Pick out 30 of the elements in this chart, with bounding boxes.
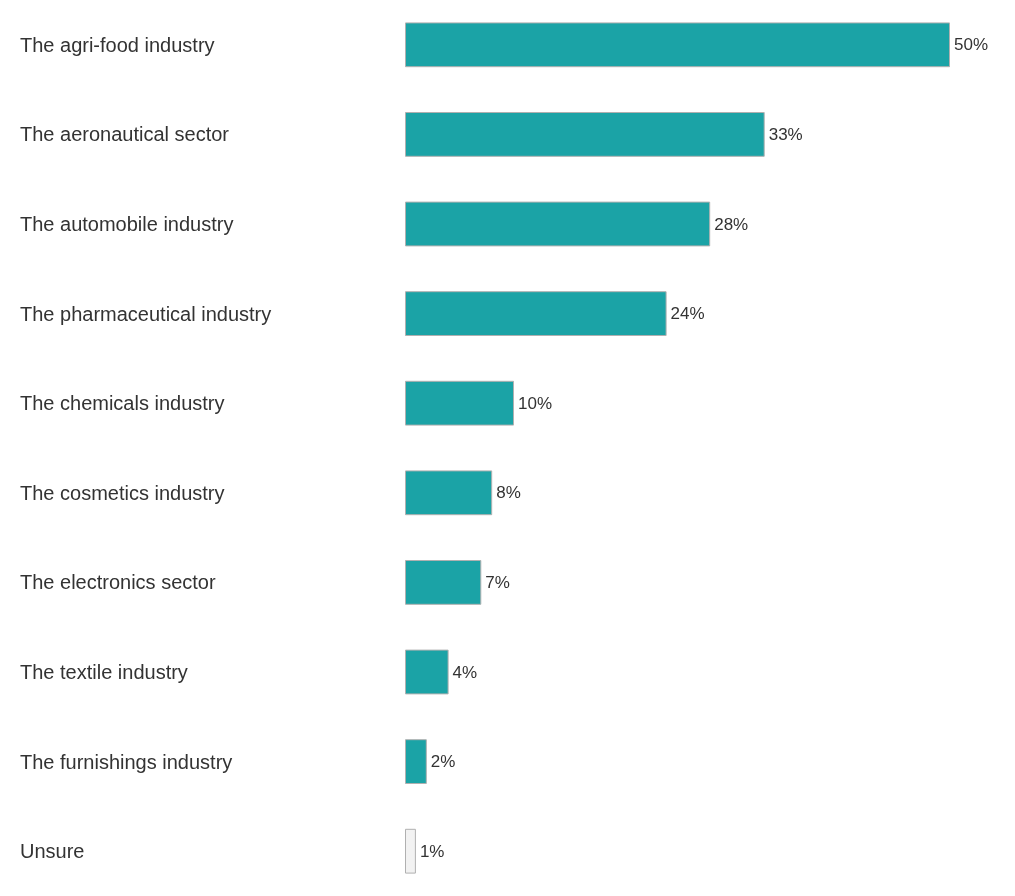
- data-label: 7%: [485, 572, 510, 592]
- y-tick-label: The aeronautical sector: [20, 123, 230, 146]
- bar: [405, 649, 449, 695]
- bar: [405, 22, 950, 68]
- data-label: 28%: [714, 214, 749, 234]
- y-tick-label: The electronics sector: [20, 571, 216, 594]
- bar: [405, 828, 416, 874]
- bar: [405, 201, 711, 247]
- y-tick-label: The automobile industry: [20, 213, 234, 235]
- y-tick-label: Unsure: [20, 840, 85, 863]
- y-tick-label: The chemicals industry: [20, 392, 225, 415]
- data-label: 8%: [496, 483, 521, 503]
- data-label: 10%: [518, 393, 553, 413]
- bar: [405, 291, 667, 336]
- data-label: 2%: [430, 752, 456, 772]
- data-label: 50%: [954, 35, 989, 55]
- y-tick-label: The pharmaceutical industry: [20, 302, 272, 325]
- data-label: 33%: [768, 124, 803, 144]
- y-tick-label: The furnishings industry: [20, 750, 233, 773]
- y-tick-label: The textile industry: [20, 661, 188, 683]
- data-label: 1%: [419, 841, 445, 861]
- y-tick-label: The agri-food industry: [20, 33, 215, 56]
- data-label: 24%: [670, 304, 705, 324]
- bar: [405, 380, 514, 426]
- data-label: 4%: [452, 662, 478, 682]
- bar: [405, 560, 482, 605]
- bar: [405, 112, 765, 157]
- bar: [405, 739, 427, 784]
- bar: [405, 470, 493, 516]
- y-tick-label: The cosmetics industry: [20, 481, 225, 504]
